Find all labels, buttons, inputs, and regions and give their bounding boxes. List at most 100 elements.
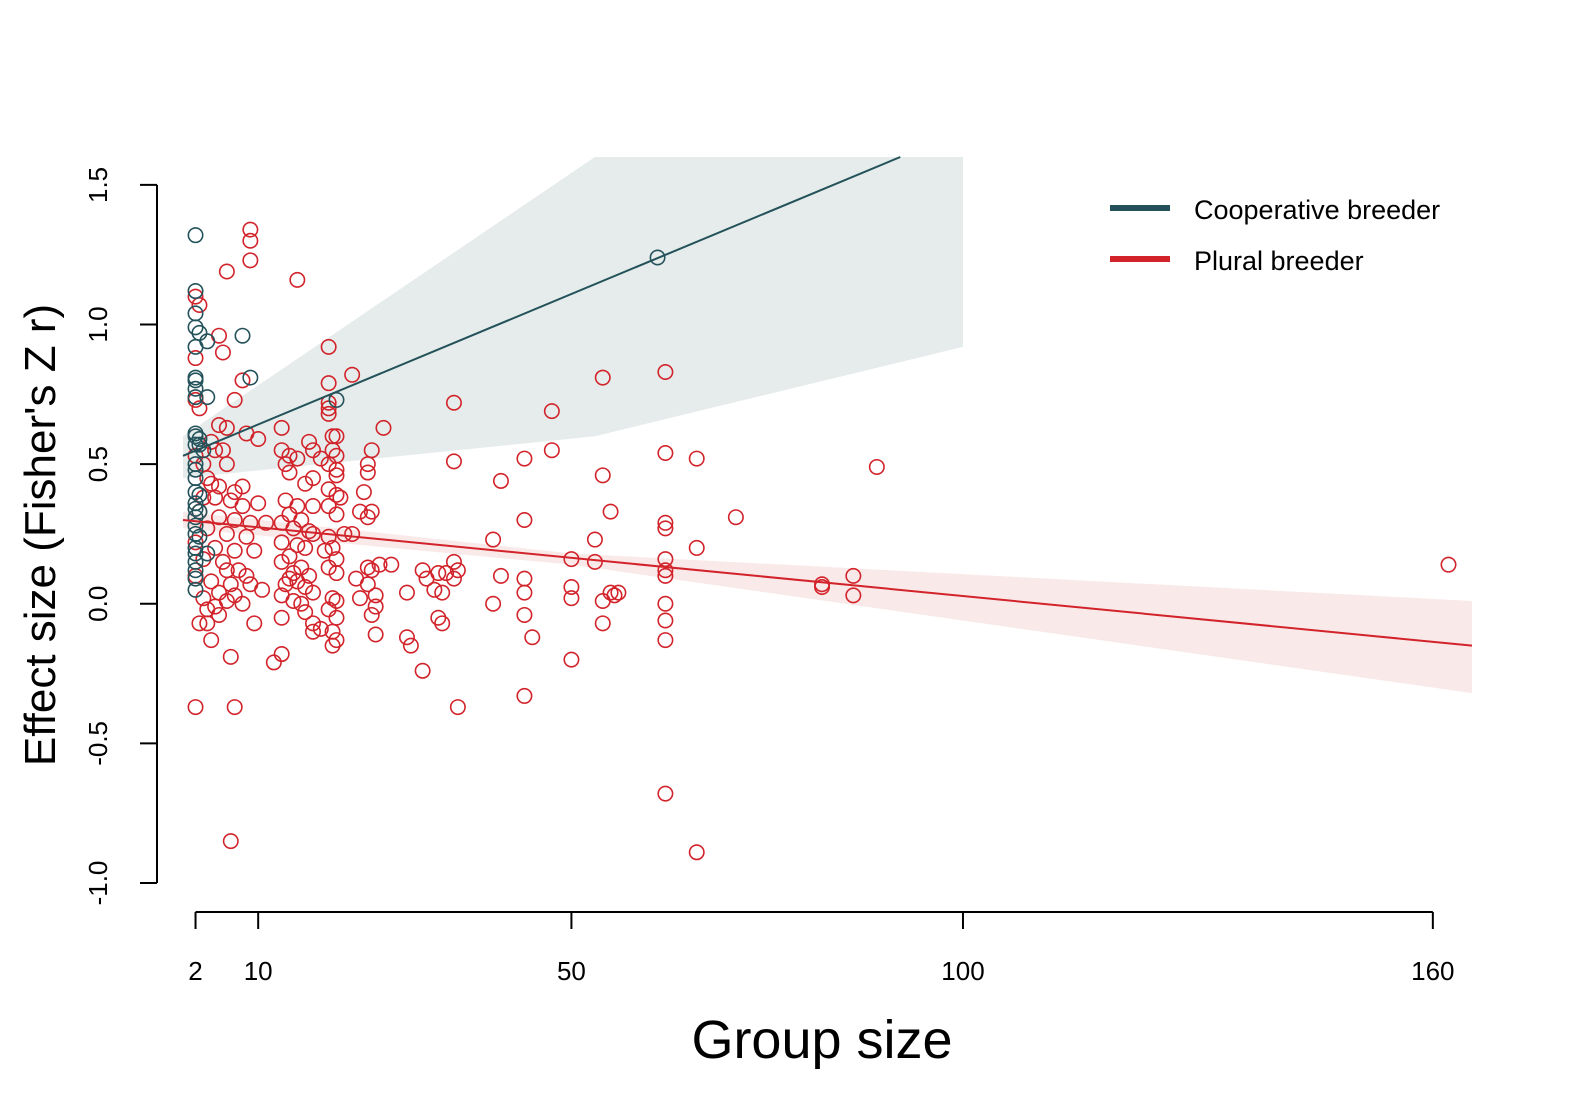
data-point <box>211 606 228 623</box>
data-point <box>211 584 228 601</box>
data-point <box>367 598 384 615</box>
data-point <box>657 520 674 537</box>
data-point <box>285 520 302 537</box>
data-point <box>234 327 251 344</box>
data-point <box>606 587 623 604</box>
data-point <box>688 844 705 861</box>
data-point <box>258 514 275 531</box>
data-point <box>222 833 239 850</box>
data-point <box>868 458 885 475</box>
data-point <box>332 489 349 506</box>
data-point <box>199 389 216 406</box>
data-point <box>359 576 376 593</box>
data-point <box>297 604 314 621</box>
data-point <box>191 528 208 545</box>
data-point <box>222 576 239 593</box>
axes: -1.0 -0.5 0.0 0.5 1.0 1.5 2 10 50 100 160 <box>83 167 1455 986</box>
y-tick-label: 0.5 <box>83 446 113 482</box>
data-point <box>187 389 204 406</box>
data-point <box>445 553 462 570</box>
data-point <box>414 662 431 679</box>
data-point <box>328 467 345 484</box>
data-point <box>226 511 243 528</box>
data-point <box>657 595 674 612</box>
data-point <box>304 498 321 515</box>
data-point <box>222 648 239 665</box>
data-point <box>363 442 380 459</box>
data-point <box>285 592 302 609</box>
data-point <box>277 456 294 473</box>
data-point <box>273 609 290 626</box>
data-point <box>281 464 298 481</box>
data-point <box>226 699 243 716</box>
data-point <box>187 570 204 587</box>
data-point <box>187 380 204 397</box>
data-point <box>563 590 580 607</box>
data-point <box>351 590 368 607</box>
data-point <box>187 553 204 570</box>
data-point <box>449 562 466 579</box>
data-point <box>187 305 204 322</box>
data-point <box>187 517 204 534</box>
data-point <box>199 615 216 632</box>
data-point <box>211 417 228 434</box>
data-point <box>516 687 533 704</box>
data-point <box>516 450 533 467</box>
data-point <box>516 511 533 528</box>
trend-lines <box>182 156 1473 647</box>
y-tick-label: 1.0 <box>83 306 113 342</box>
data-point <box>845 567 862 584</box>
data-point <box>602 584 619 601</box>
data-point <box>191 486 208 503</box>
data-point <box>359 464 376 481</box>
data-point <box>199 333 216 350</box>
data-point <box>485 531 502 548</box>
trend-line-0 <box>182 156 901 457</box>
data-point <box>207 598 224 615</box>
data-point <box>594 369 611 386</box>
data-point <box>187 545 204 562</box>
data-point <box>516 584 533 601</box>
data-point <box>277 576 294 593</box>
data-point <box>273 646 290 663</box>
data-point <box>727 509 744 526</box>
x-axis-title: Group size <box>691 1010 952 1070</box>
data-point <box>250 495 267 512</box>
data-point <box>445 453 462 470</box>
data-point <box>187 509 204 526</box>
data-point <box>304 584 321 601</box>
data-point <box>328 592 345 609</box>
data-point <box>328 506 345 523</box>
data-point <box>242 221 259 238</box>
data-point <box>602 503 619 520</box>
data-point <box>344 366 361 383</box>
data-point <box>207 489 224 506</box>
legend-label-cooperative: Cooperative breeder <box>1194 195 1440 225</box>
data-point <box>238 567 255 584</box>
data-point <box>234 372 251 389</box>
data-point <box>203 573 220 590</box>
data-point <box>191 615 208 632</box>
data-point <box>246 615 263 632</box>
data-point <box>312 620 329 637</box>
data-point <box>524 629 541 646</box>
data-point <box>187 699 204 716</box>
legend: Cooperative breeder Plural breeder <box>1110 195 1440 276</box>
data-point <box>316 542 333 559</box>
data-point <box>289 537 306 554</box>
data-point <box>657 514 674 531</box>
data-point <box>344 525 361 542</box>
data-point <box>328 609 345 626</box>
data-point <box>293 595 310 612</box>
data-point <box>234 498 251 515</box>
data-point <box>281 447 298 464</box>
data-point <box>814 579 831 596</box>
data-point <box>304 623 321 640</box>
data-point <box>187 581 204 598</box>
data-point <box>657 562 674 579</box>
data-point <box>187 350 204 367</box>
data-point <box>234 595 251 612</box>
data-point <box>187 461 204 478</box>
data-point <box>383 556 400 573</box>
